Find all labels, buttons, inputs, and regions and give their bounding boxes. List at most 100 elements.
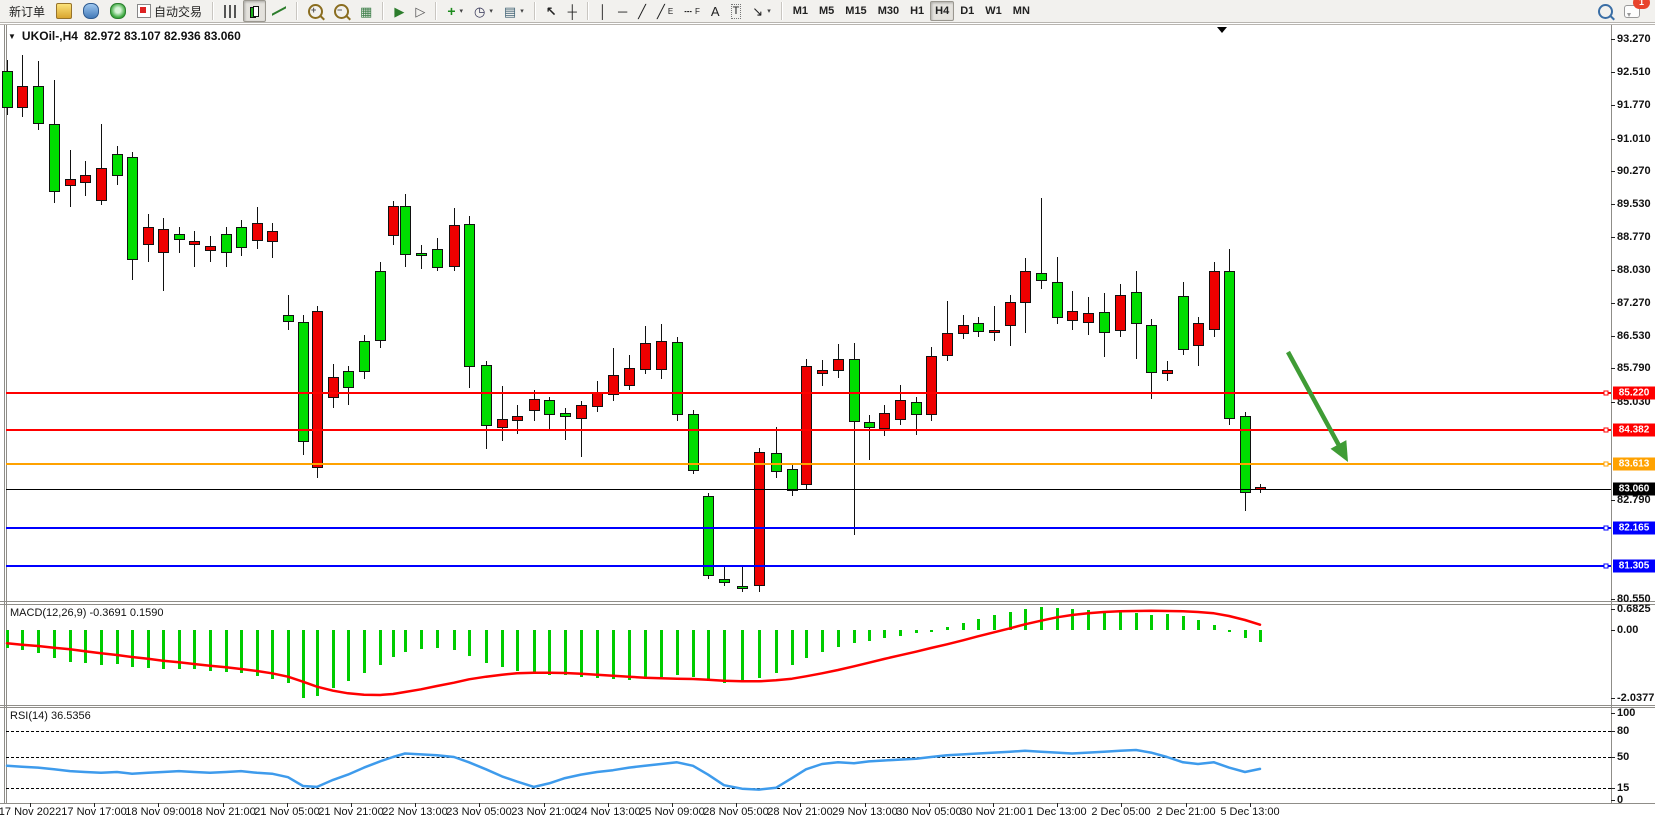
candle bbox=[1193, 322, 1204, 346]
templates-button[interactable]: ▤ ▾ bbox=[503, 3, 524, 19]
notifications-button[interactable]: 1 bbox=[1619, 0, 1650, 22]
price-line[interactable] bbox=[6, 526, 1611, 529]
macd-histogram-bar bbox=[1150, 615, 1153, 630]
macd-histogram-bar bbox=[883, 630, 886, 639]
macd-histogram-bar bbox=[468, 630, 471, 656]
text-label-tool-button[interactable]: T bbox=[726, 0, 747, 22]
panel-separator bbox=[0, 604, 1655, 605]
price-axis-label: 90.270 bbox=[1617, 165, 1651, 178]
chart-title: ▼ UKOil-,H4 82.972 83.107 82.936 83.060 bbox=[8, 29, 241, 43]
timeframes-button[interactable]: ◷ ▾ bbox=[474, 3, 493, 19]
current-price-line bbox=[6, 488, 1611, 490]
arrows-tool-button[interactable]: ↘ ▾ bbox=[752, 3, 771, 19]
rsi-level-line bbox=[6, 757, 1611, 758]
chart-left-border bbox=[4, 25, 5, 803]
price-axis-label: 92.510 bbox=[1617, 66, 1651, 79]
candle bbox=[973, 323, 984, 332]
bar-chart-button[interactable] bbox=[219, 0, 242, 22]
macd-histogram-bar bbox=[379, 630, 382, 665]
tile-windows-button[interactable]: ▦ bbox=[355, 0, 377, 22]
macd-histogram-bar bbox=[868, 630, 871, 641]
price-line-handle[interactable] bbox=[1603, 461, 1609, 467]
price-line-label: 84.382 bbox=[1613, 423, 1655, 437]
time-axis-label: 17 Nov 17:00 bbox=[61, 806, 127, 818]
zoom-out-button[interactable]: − bbox=[329, 0, 354, 22]
macd-histogram-bar bbox=[1024, 608, 1027, 630]
macd-histogram-bar bbox=[178, 630, 181, 669]
navigator-button[interactable] bbox=[78, 0, 104, 22]
indicators-add-icon: + bbox=[447, 2, 456, 19]
search-button[interactable] bbox=[1593, 0, 1618, 22]
candle bbox=[576, 405, 587, 419]
price-axis-tick bbox=[1611, 105, 1615, 107]
fibonacci-tool-button[interactable]: ┄ F bbox=[684, 3, 700, 19]
price-line[interactable] bbox=[6, 392, 1611, 395]
price-axis-border bbox=[1611, 25, 1612, 803]
text-tool-button[interactable]: A bbox=[706, 0, 725, 22]
channel-tool-button[interactable]: ╱ E bbox=[657, 3, 674, 19]
horizontal-line-icon: ─ bbox=[617, 3, 628, 19]
candlestick-chart-button[interactable] bbox=[243, 0, 267, 22]
zoom-in-icon: + bbox=[308, 3, 324, 19]
macd-histogram-bar bbox=[404, 630, 407, 652]
period-button-D1[interactable]: D1 bbox=[955, 1, 979, 21]
price-line-label: 85.220 bbox=[1613, 386, 1655, 400]
time-axis-label: 17 Nov 2022 bbox=[0, 806, 62, 818]
price-line[interactable] bbox=[6, 564, 1611, 567]
time-axis-tick bbox=[544, 803, 545, 807]
period-button-M30[interactable]: M30 bbox=[873, 1, 904, 21]
period-button-MN[interactable]: MN bbox=[1008, 1, 1035, 21]
rsi-axis-tick bbox=[1611, 730, 1615, 732]
chart-shift-marker[interactable] bbox=[1217, 27, 1227, 38]
candle bbox=[688, 414, 699, 472]
candle bbox=[497, 418, 508, 428]
zoom-in-button[interactable]: + bbox=[303, 0, 328, 22]
chart-menu-dropdown-icon[interactable]: ▼ bbox=[8, 31, 16, 41]
macd-histogram-bar bbox=[485, 630, 488, 663]
candle bbox=[801, 366, 812, 486]
period-button-M1[interactable]: M1 bbox=[788, 1, 813, 21]
macd-histogram-bar bbox=[302, 630, 305, 698]
macd-histogram-bar bbox=[332, 630, 335, 689]
macd-axis-label: -2.0377 bbox=[1617, 691, 1655, 704]
zoom-out-icon: − bbox=[334, 3, 350, 19]
price-line[interactable] bbox=[6, 429, 1611, 432]
cursor-tool-button[interactable]: ↖ bbox=[541, 0, 562, 22]
macd-histogram-bar bbox=[946, 627, 949, 630]
price-line[interactable] bbox=[6, 463, 1611, 466]
period-button-W1[interactable]: W1 bbox=[980, 1, 1007, 21]
period-button-H4[interactable]: H4 bbox=[930, 1, 955, 21]
rsi-axis-label: 50 bbox=[1617, 751, 1630, 763]
autotrading-button[interactable]: 自动交易 bbox=[132, 1, 207, 21]
terminal-button[interactable] bbox=[105, 0, 131, 22]
trendline-tool-button[interactable]: ╱ bbox=[633, 0, 651, 22]
candle bbox=[1115, 295, 1126, 332]
indicators-button[interactable]: + ▾ bbox=[447, 2, 464, 19]
toolbar-separator bbox=[435, 2, 438, 20]
candle bbox=[359, 341, 370, 373]
auto-scroll-button[interactable]: ▶ bbox=[389, 0, 409, 22]
candle bbox=[787, 469, 798, 492]
candle bbox=[33, 86, 44, 125]
period-button-M15[interactable]: M15 bbox=[840, 1, 871, 21]
rsi-label: RSI(14) 36.5356 bbox=[10, 710, 91, 722]
crosshair-tool-button[interactable]: ┼ bbox=[563, 0, 582, 22]
candle bbox=[737, 585, 748, 589]
price-line-handle[interactable] bbox=[1603, 525, 1609, 531]
macd-histogram-bar bbox=[271, 630, 274, 679]
macd-histogram-bar bbox=[392, 630, 395, 658]
period-button-M5[interactable]: M5 bbox=[814, 1, 839, 21]
trendline-icon: ╱ bbox=[638, 3, 646, 19]
candle bbox=[911, 401, 922, 416]
period-button-H1[interactable]: H1 bbox=[905, 1, 929, 21]
candle bbox=[592, 391, 603, 407]
new-order-button[interactable]: 新订单 bbox=[4, 1, 50, 21]
market-watch-button[interactable] bbox=[51, 0, 77, 22]
chart-shift-button[interactable]: ▷ bbox=[410, 0, 430, 22]
horizontal-line-tool-button[interactable]: ─ bbox=[613, 0, 632, 22]
price-line-handle[interactable] bbox=[1603, 390, 1609, 396]
price-line-handle[interactable] bbox=[1603, 427, 1609, 433]
price-line-handle[interactable] bbox=[1603, 563, 1609, 569]
vertical-line-tool-button[interactable]: │ bbox=[594, 0, 612, 22]
line-chart-button[interactable] bbox=[267, 0, 291, 22]
